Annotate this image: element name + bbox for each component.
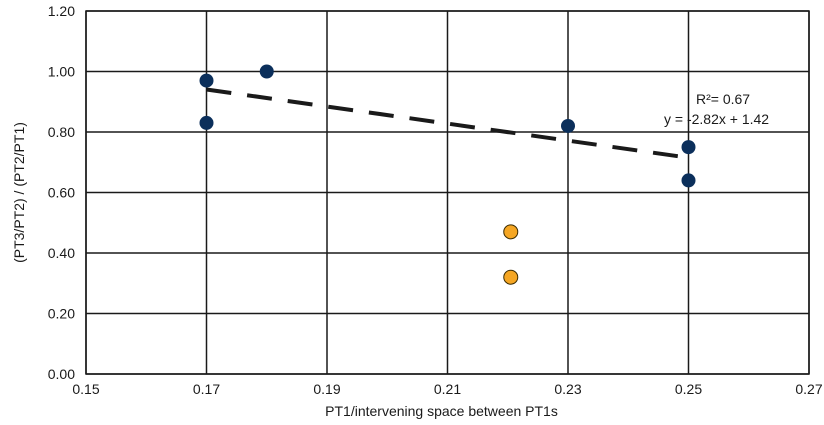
x-tick-label: 0.17: [193, 381, 220, 397]
x-tick-label: 0.19: [313, 381, 340, 397]
y-tick-label: 0.80: [48, 124, 75, 140]
plot-frame: [85, 10, 810, 375]
data-point-blue: [259, 64, 274, 79]
data-point-blue: [199, 73, 214, 88]
x-tick-label: 0.25: [675, 381, 702, 397]
data-points: [199, 64, 696, 285]
y-tick-label: 0.00: [48, 366, 75, 382]
y-tick-labels: 0.00 0.20 0.40 0.60 0.80 1.00 1.20: [48, 3, 75, 382]
x-axis-label: PT1/intervening space between PT1s: [325, 403, 558, 419]
x-tick-label: 0.23: [554, 381, 581, 397]
data-point-orange: [503, 224, 519, 240]
r-squared-annotation: R²= 0.67: [696, 91, 750, 107]
y-tick-label: 1.00: [48, 64, 75, 80]
grid: [85, 10, 810, 375]
data-point-blue: [681, 173, 696, 188]
data-point-orange: [503, 269, 519, 285]
y-axis-label: (PT3/PT2) / (PT2/PT1): [11, 122, 27, 263]
data-point-blue: [681, 140, 696, 155]
data-point-blue: [199, 115, 214, 130]
y-tick-label: 0.40: [48, 245, 75, 261]
y-tick-label: 1.20: [48, 3, 75, 19]
y-tick-label: 0.60: [48, 185, 75, 201]
x-tick-label: 0.15: [72, 381, 99, 397]
x-tick-label: 0.27: [795, 381, 822, 397]
x-tick-labels: 0.15 0.17 0.19 0.21 0.23 0.25 0.27: [72, 381, 822, 397]
trendline-equation-annotation: y = -2.82x + 1.42: [664, 111, 769, 127]
data-point-blue: [561, 118, 575, 133]
x-tick-label: 0.21: [434, 381, 461, 397]
y-tick-label: 0.20: [48, 306, 75, 322]
